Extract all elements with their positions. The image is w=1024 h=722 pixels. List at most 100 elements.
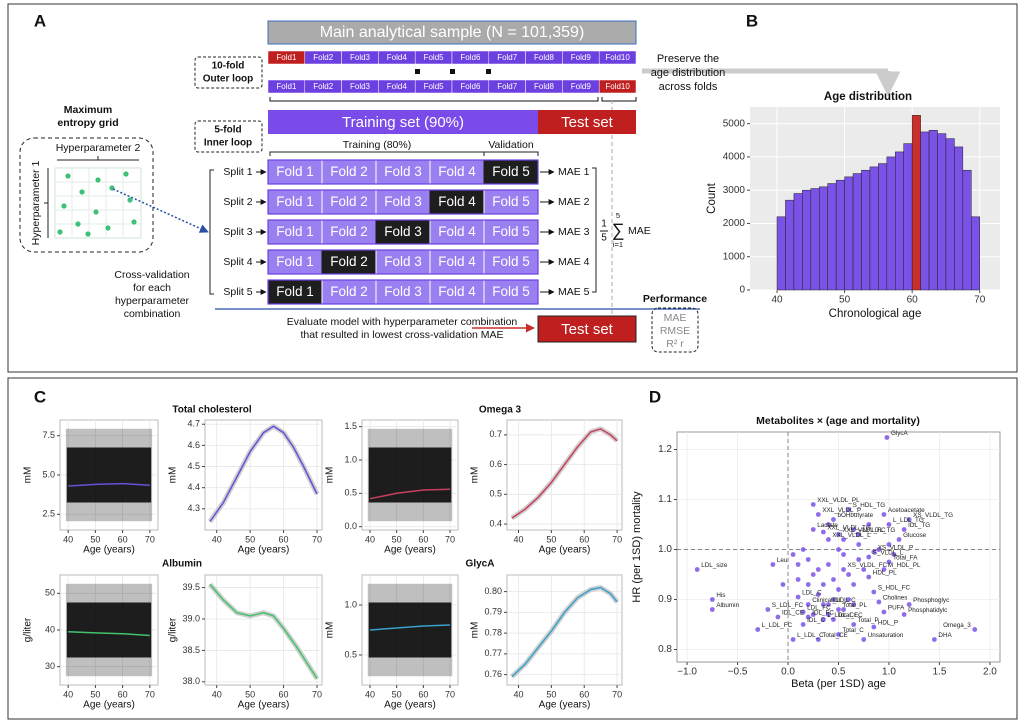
point-label: XXL_VLDL_L [832, 532, 871, 539]
y-tick-label: 38.5 [182, 645, 200, 655]
fold-cell [598, 79, 637, 94]
fold-label: Fold 1 [276, 284, 314, 299]
y-tick-label: 0.8 [658, 644, 672, 655]
y-tick-label: 30 [45, 661, 55, 671]
fold-label: Fold 4 [438, 284, 476, 299]
x-tick-label: −0.5 [728, 667, 748, 678]
training-set-box [268, 110, 538, 134]
point-label: Phosphoglyc [913, 597, 949, 604]
x-tick-label: 40 [365, 534, 375, 544]
label: Maximum [64, 104, 112, 116]
y-tick-label: 50 [45, 588, 55, 598]
point-label: Glucose [903, 532, 927, 539]
mae-label: MAE 3 [558, 226, 590, 238]
fold-cell [429, 249, 485, 275]
test-set-box [537, 315, 637, 343]
label: hyperparameter [115, 295, 190, 307]
point-label: XXL_VLDL_P [822, 507, 861, 514]
point [800, 547, 806, 552]
point-label: Omega_3 [943, 622, 971, 629]
fold-cell [321, 249, 377, 275]
point-label: Phosphatidylc [908, 607, 947, 614]
training-set: Training set (90%) [342, 114, 464, 131]
point-label: PUFA [888, 605, 905, 612]
x-tick-label: −1.0 [677, 667, 697, 678]
y-tick-label: 39.5 [182, 582, 200, 592]
label: Preserve the [657, 53, 719, 65]
histogram-bar [819, 186, 828, 291]
point-label: S_HDL_TG [853, 502, 886, 509]
y-tick-label: 0.79 [484, 607, 502, 617]
y-tick-label: 5.0 [42, 469, 55, 479]
y-axis-label: HR (per 1SD) mortality [631, 491, 643, 603]
point-label: HDL_PL [873, 570, 897, 577]
histogram-bar [861, 169, 871, 291]
split-outline [267, 249, 539, 275]
point-label: GlycA [891, 430, 909, 437]
panel-frame [7, 377, 1018, 720]
split-outline [267, 189, 539, 215]
point-label: XXL_VLDL_TG [827, 525, 871, 532]
label: Training (80%) [343, 139, 411, 151]
point-label: S_HDL_FC [878, 585, 911, 592]
y-tick-label: 0.5 [344, 649, 357, 659]
fold-label: Fold 2 [330, 194, 368, 209]
bracket [592, 167, 597, 293]
point [876, 599, 882, 605]
x-tick-label: 40 [771, 295, 783, 306]
x-tick-label: 0.0 [781, 667, 795, 678]
fold-label: Fold7 [497, 53, 518, 62]
histogram-bar [793, 193, 803, 291]
point-label: Total_PL [843, 602, 868, 609]
fold-cell [598, 50, 637, 65]
point [795, 562, 801, 567]
fold-label: Fold2 [313, 82, 334, 91]
chart-title: Metabolites × (age and mortality) [756, 415, 920, 427]
point [866, 574, 872, 580]
fold-cell [321, 219, 377, 245]
inner-loop-box [194, 120, 263, 153]
label: ∑ [612, 220, 625, 240]
y-tick-label: 1.0 [344, 599, 357, 609]
split-outline [267, 279, 539, 305]
point [790, 552, 796, 557]
grid-points [57, 171, 137, 237]
point [709, 597, 715, 602]
fold-cell [321, 159, 377, 185]
y-tick-label: 0.80 [484, 586, 502, 596]
point [896, 537, 902, 542]
point [831, 517, 836, 522]
metric: R² r [666, 338, 684, 350]
chart-title: Age distribution [824, 91, 912, 103]
fold-label: Fold10 [605, 82, 630, 91]
point [694, 567, 700, 572]
histogram-bar [962, 169, 972, 291]
histogram-bar [835, 179, 845, 291]
point [800, 609, 806, 615]
label: that resulted in lowest cross-validation… [300, 329, 503, 341]
y-tick-label: 4.6 [187, 440, 200, 450]
x-tick-label: 60 [579, 689, 589, 699]
fold-label: Fold7 [497, 82, 518, 91]
fold-label: Fold9 [571, 82, 592, 91]
label: Outer loop [203, 74, 254, 85]
x-tick-label: 70 [974, 295, 986, 306]
chart-title: GlycA [466, 559, 495, 570]
label: 5 [601, 233, 607, 244]
histogram-bar [785, 199, 795, 291]
x-axis-label: Age (years) [83, 545, 135, 556]
fold-label: Fold 1 [276, 254, 314, 269]
point [851, 622, 857, 627]
point [871, 549, 877, 555]
point [790, 637, 796, 642]
fold-label: Fold 3 [384, 164, 422, 179]
y-tick-label: 2.5 [42, 509, 55, 519]
point-label: His [716, 592, 725, 599]
x-tick-label: 70 [145, 689, 155, 699]
point-label: IDL_TG [908, 522, 930, 529]
label: 5-fold [214, 125, 241, 136]
outer-loop-box [194, 56, 263, 89]
y-tick-label: 0.9 [658, 594, 672, 605]
point [836, 532, 841, 537]
